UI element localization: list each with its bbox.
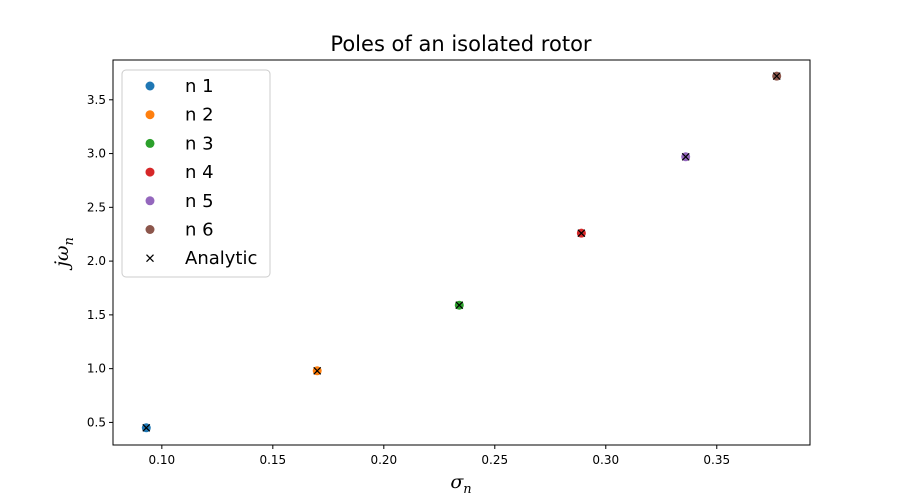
analytic-point <box>681 152 690 161</box>
y-axis-label-main: jω <box>51 245 73 270</box>
legend-item: n 3 <box>145 133 214 154</box>
legend-label: Analytic <box>185 248 257 269</box>
data-markers <box>141 71 782 433</box>
legend-marker <box>145 167 155 177</box>
analytic-point <box>313 366 322 375</box>
chart-title: Poles of an isolated rotor <box>330 32 591 56</box>
x-tick-label: 0.30 <box>592 453 619 467</box>
legend-item: n 2 <box>145 105 214 126</box>
legend: n 1 n 2 n 3 n 4 n 5 n 6 Analytic <box>121 69 271 278</box>
x-tick-label: 0.10 <box>148 453 175 467</box>
y-axis-label: jωn <box>51 237 77 271</box>
legend-item: Analytic <box>146 248 257 269</box>
legend-marker <box>145 225 155 234</box>
x-axis-label-main: σ <box>450 471 464 493</box>
y-tick-label: 1.0 <box>87 362 106 376</box>
y-tick-label: 0.5 <box>87 415 106 429</box>
legend-label: n 2 <box>185 105 214 126</box>
analytic-point <box>772 72 781 81</box>
x-tick-label: 0.25 <box>481 453 508 467</box>
legend-marker <box>146 254 154 263</box>
legend-label: n 3 <box>185 133 214 154</box>
analytic-point <box>577 229 586 238</box>
y-axis-label-sub: n <box>62 237 77 245</box>
y-tick-label: 2.0 <box>87 254 106 268</box>
y-tick-label: 3.0 <box>87 147 106 161</box>
y-axis: 0.5 1.0 1.5 2.0 2.5 3.0 3.5 <box>87 93 113 429</box>
legend-marker <box>145 138 155 148</box>
x-tick-label: 0.35 <box>703 453 730 467</box>
legend-label: n 1 <box>185 76 214 97</box>
legend-item: n 6 <box>145 220 214 241</box>
analytic-point <box>142 423 151 432</box>
legend-marker <box>145 196 155 206</box>
legend-item: n 5 <box>145 191 214 212</box>
legend-item: n 1 <box>145 76 214 97</box>
x-axis: 0.10 0.15 0.20 0.25 0.30 0.35 <box>148 445 730 467</box>
analytic-point <box>455 301 464 310</box>
x-tick-label: 0.20 <box>370 453 397 467</box>
legend-label: n 4 <box>185 162 214 183</box>
legend-label: n 6 <box>185 220 214 241</box>
legend-frame <box>121 69 271 278</box>
y-tick-label: 3.5 <box>87 93 106 107</box>
x-tick-label: 0.15 <box>259 453 286 467</box>
legend-item: n 4 <box>145 162 214 183</box>
x-axis-label-sub: n <box>463 482 471 497</box>
legend-label: n 5 <box>185 191 214 212</box>
x-axis-label: σn <box>450 471 471 497</box>
y-tick-label: 2.5 <box>87 200 106 214</box>
y-tick-label: 1.5 <box>87 308 106 322</box>
legend-marker <box>145 110 155 120</box>
legend-marker <box>145 81 155 91</box>
